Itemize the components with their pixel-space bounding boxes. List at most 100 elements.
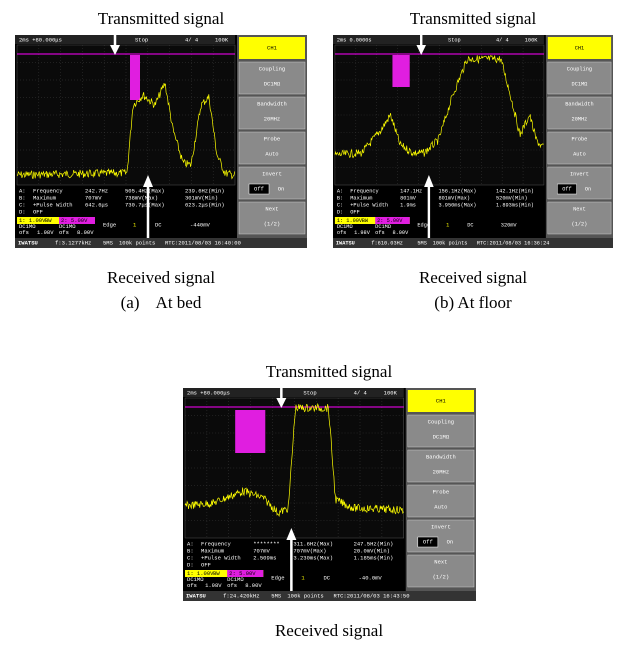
measurement-text: 801mV (400, 195, 417, 201)
sidebar-text: Coupling (259, 65, 285, 72)
channel-text: ofs (59, 229, 69, 236)
footer-text: 100k points (119, 239, 155, 246)
channel-text: 8.00V (392, 230, 409, 236)
footer-text: RTC:2011/08/03 16:43:50 (334, 592, 410, 599)
trigger-text: DC (155, 221, 162, 228)
channel-text: 1.98V (205, 582, 222, 589)
sidebar-text: Next (265, 205, 278, 212)
channel-text: 1.98V (354, 230, 371, 236)
measurement-text: C: (187, 554, 194, 561)
top-bar-text: 2ms +80.000μs (19, 36, 62, 43)
channel-text: BW (213, 570, 220, 577)
top-bar-text: Stop (135, 36, 148, 43)
measurement-text: 247.5Hz(Min) (354, 540, 394, 547)
sidebar-text: Off (254, 185, 264, 192)
sidebar-text: 20MHz (433, 468, 450, 475)
measurement-text: +Pulse Width (33, 201, 73, 208)
bottom-label: Received signal (107, 268, 215, 287)
sidebar-text: Coupling (428, 418, 454, 425)
channel-text: ofs (19, 229, 29, 236)
footer-text: IWATSU (186, 592, 206, 599)
channel-text: ofs (337, 230, 346, 236)
measurement-text: 1.9ms (400, 202, 416, 208)
sidebar-text: 20MHz (264, 115, 281, 122)
top-bar-text: Stop (303, 389, 316, 396)
top-label: Transmitted signal (98, 9, 225, 28)
measurement-text: +Pulse Width (201, 554, 241, 561)
sidebar-text: On (447, 538, 454, 545)
figure: Transmitted signalReceived signal(a) At … (0, 0, 617, 647)
sidebar-text: Bandwidth (257, 100, 287, 107)
measurement-text: 147.1Hz (400, 188, 422, 194)
measurement-text: 707mV(Max) (293, 547, 326, 554)
sidebar-text: CH1 (267, 44, 278, 51)
measurement-text: 1.185ms(Min) (354, 554, 394, 561)
sidebar-text: Probe (433, 488, 450, 495)
transmit-burst (392, 55, 409, 87)
top-bar-text: 2ms +80.000μs (187, 389, 230, 396)
sidebar-text: DC1MΩ (572, 81, 589, 87)
measurement-text: 623.2μs(Min) (185, 201, 225, 208)
footer-text: f:24.420kHz (223, 592, 259, 599)
top-bar-text: 4/ 4 (496, 37, 509, 43)
measurement-text: 301mV(Min) (185, 194, 218, 201)
top-bar-text: 4/ 4 (354, 389, 368, 396)
oscilloscope-screen: 2ms +80.000μsStop4/ 4100KCH1CouplingDC1M… (15, 35, 307, 248)
measurement-text: Frequency (201, 540, 231, 547)
measurement-text: 242.7Hz (85, 187, 108, 194)
measurement-text: OFF (201, 561, 211, 568)
footer-text: f:610.03Hz (371, 240, 403, 246)
footer-text: IWATSU (336, 240, 355, 246)
measurement-text: C: (337, 202, 343, 208)
measurement-text: OFF (350, 209, 359, 215)
channel-text: 8.00V (77, 229, 94, 236)
caption: (b) At floor (434, 293, 512, 312)
trigger-text: Edge (271, 574, 284, 581)
measurement-text: 3.230ms(Max) (293, 554, 333, 561)
trigger-text: DC (323, 574, 330, 581)
trigger-text: Edge (417, 222, 430, 228)
sidebar-text: Next (434, 558, 447, 565)
sidebar-text: Coupling (567, 66, 592, 72)
measurement-text: 2.509ms (253, 554, 276, 561)
sidebar-text: On (585, 186, 591, 192)
measurement-text: Maximum (201, 547, 225, 554)
measurement-text: Maximum (350, 195, 372, 201)
measurement-text: 801mV(Max) (438, 195, 470, 201)
sidebar-text: Auto (434, 503, 447, 510)
channel-text: ofs (187, 582, 197, 589)
top-bar-text: 100K (215, 36, 229, 43)
measurement-text: 642.6μs (85, 201, 108, 208)
footer-text: f:3.1277kHz (55, 239, 91, 246)
channel-text: BW (45, 217, 52, 224)
top-bar-text: 100K (525, 37, 538, 43)
sidebar-text: DC1MΩ (264, 80, 281, 87)
measurement-text: 156.1Hz(Max) (438, 188, 476, 194)
measurement-text: 520mV(Min) (496, 195, 528, 201)
channel-text: ofs (227, 582, 237, 589)
top-bar-text: 2ms 0.0000s (337, 37, 372, 43)
top-bar-text: Stop (448, 37, 461, 43)
measurement-text: 738mV(Max) (125, 194, 158, 201)
sidebar-text: (1/2) (572, 221, 588, 227)
measurement-text: A: (187, 540, 194, 547)
sidebar-text: (1/2) (264, 220, 281, 227)
sidebar-text: CH1 (436, 397, 447, 404)
measurement-text: ******** (253, 540, 279, 547)
measurement-text: 1.893ms(Min) (496, 202, 534, 208)
channel-text: ofs (375, 230, 384, 236)
measurement-text: 20.0mV(Min) (354, 547, 390, 554)
top-label: Transmitted signal (266, 362, 393, 381)
footer-text: 5MS (103, 239, 114, 246)
footer-text: 100k points (287, 592, 323, 599)
channel-text: 1.98V (37, 229, 54, 236)
measurement-text: 707mV (85, 194, 102, 201)
sidebar-text: Probe (264, 135, 281, 142)
footer-text: 5MS (271, 592, 282, 599)
sidebar-text: CH1 (575, 45, 584, 51)
sidebar-text: Bandwidth (426, 453, 456, 460)
sidebar-text: Auto (265, 150, 278, 157)
measurement-text: 3.950ms(Max) (438, 202, 476, 208)
measurement-text: D: (187, 561, 194, 568)
trigger-text: -40.0mV (359, 574, 383, 581)
